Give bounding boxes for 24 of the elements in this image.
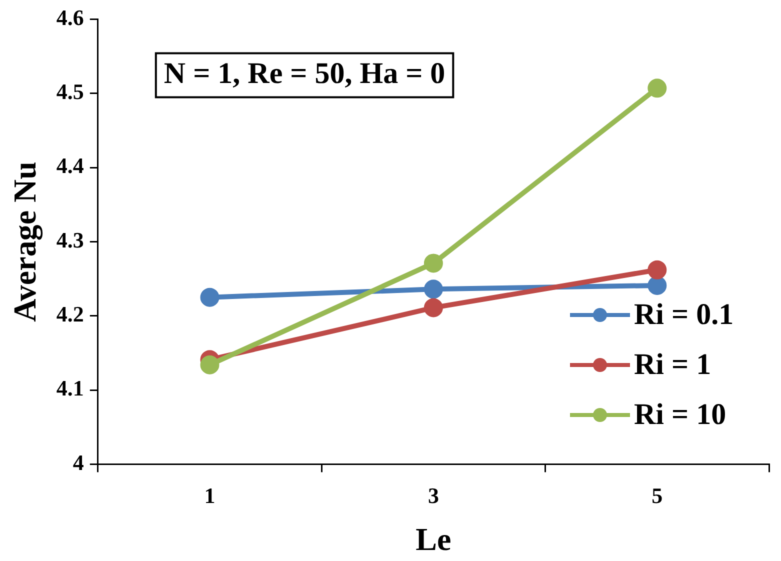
point	[200, 288, 220, 307]
legend-label: Ri = 1	[634, 348, 712, 382]
y-tick-label: 4.1	[56, 376, 84, 401]
point	[424, 254, 443, 273]
point	[424, 298, 443, 318]
y-tick-label: 4.4	[56, 153, 84, 178]
y-tick-label: 4.2	[56, 302, 84, 327]
point	[648, 78, 667, 98]
point	[424, 280, 443, 299]
legend-label: Ri = 10	[634, 398, 726, 432]
y-tick-label: 4.6	[56, 4, 84, 30]
point	[200, 355, 220, 374]
y-tick-label: 4.3	[56, 227, 84, 252]
point	[648, 260, 667, 280]
point	[648, 276, 667, 295]
y-tick-label: 4	[72, 450, 84, 475]
x-tick-label: 3	[428, 483, 439, 508]
y-axis-title: Average Nu	[6, 162, 44, 322]
x-tick-label: 5	[652, 483, 663, 508]
legend-label: Ri = 0.1	[634, 298, 734, 332]
x-axis-title: Le	[416, 521, 452, 558]
x-tick-label: 1	[204, 483, 216, 508]
annotation: N = 1, Re = 50, Ha = 0	[164, 56, 446, 90]
y-tick-label: 4.5	[56, 79, 84, 104]
